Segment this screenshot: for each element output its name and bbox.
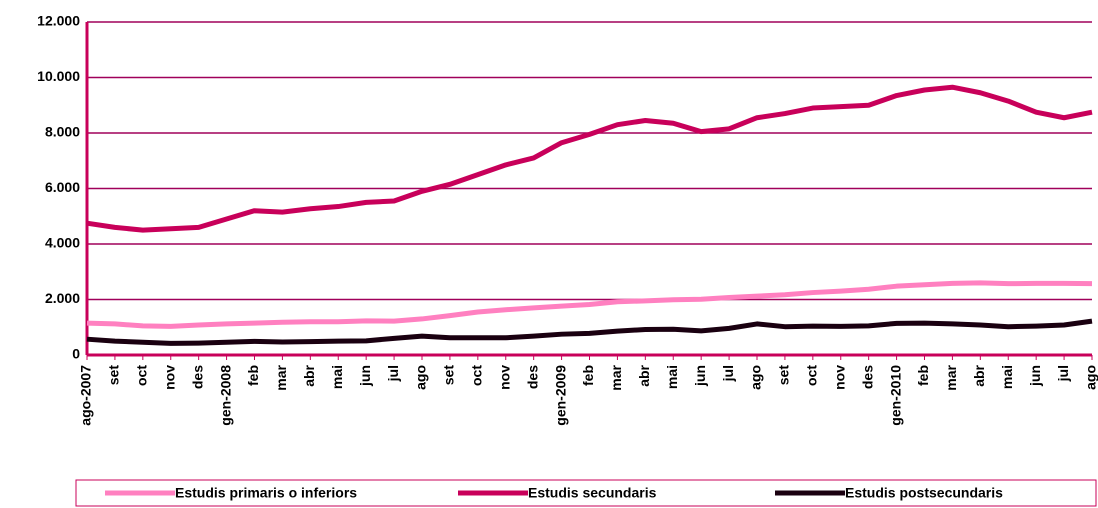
legend-box (75, 479, 1097, 507)
x-tick-label: des (859, 365, 875, 389)
x-tick-label: oct (469, 365, 485, 386)
legend-label: Estudis postsecundaris (845, 485, 1003, 501)
x-tick-label: nov (831, 365, 847, 390)
x-tick-label: mar (608, 364, 624, 390)
x-tick-label: oct (804, 365, 820, 386)
x-tick-label: ago-2007 (78, 365, 94, 426)
series-line (86, 280, 1093, 329)
x-tick-label: set (776, 365, 792, 386)
x-tick-label: set (106, 365, 122, 386)
y-tick-label: 4.000 (45, 235, 80, 251)
x-tick-label: mai (664, 365, 680, 389)
x-tick-label: jul (1055, 365, 1071, 382)
x-tick-label: des (189, 365, 205, 389)
x-tick-label: gen-2009 (552, 365, 568, 426)
x-tick-label: mar (943, 364, 959, 390)
x-tick-label: abr (971, 364, 987, 386)
x-tick-label: set (441, 365, 457, 386)
x-tick-label: oct (134, 365, 150, 386)
y-tick-label: 8.000 (45, 124, 80, 140)
x-tick-label: jul (385, 365, 401, 382)
x-tick-label: ago (1083, 365, 1098, 390)
x-tick-label: feb (580, 365, 596, 386)
x-tick-label: abr (636, 364, 652, 386)
x-tick-label: ago (413, 365, 429, 390)
legend-label: Estudis primaris o inferiors (175, 485, 357, 501)
x-tick-label: feb (245, 365, 261, 386)
legend-label: Estudis secundaris (528, 485, 657, 501)
x-tick-label: jul (720, 365, 736, 382)
x-tick-label: abr (301, 364, 317, 386)
y-tick-label: 6.000 (45, 179, 80, 195)
x-tick-label: nov (496, 365, 512, 390)
y-tick-label: 10.000 (37, 68, 80, 84)
x-tick-label: gen-2008 (217, 365, 233, 426)
y-tick-label: 12.000 (37, 13, 80, 29)
x-tick-label: jun (692, 365, 708, 387)
y-tick-label: 2.000 (45, 290, 80, 306)
x-tick-label: jun (357, 365, 373, 387)
y-tick-label: 0 (72, 346, 80, 362)
x-tick-label: gen-2010 (887, 365, 903, 426)
x-tick-label: mar (273, 364, 289, 390)
x-tick-label: des (524, 365, 540, 389)
series-line (86, 84, 1093, 233)
x-tick-label: jun (1027, 365, 1043, 387)
x-tick-label: nov (161, 365, 177, 390)
x-tick-label: feb (915, 365, 931, 386)
x-tick-label: ago (748, 365, 764, 390)
x-tick-label: mai (999, 365, 1015, 389)
series-line (86, 318, 1093, 346)
x-tick-label: mai (329, 365, 345, 389)
